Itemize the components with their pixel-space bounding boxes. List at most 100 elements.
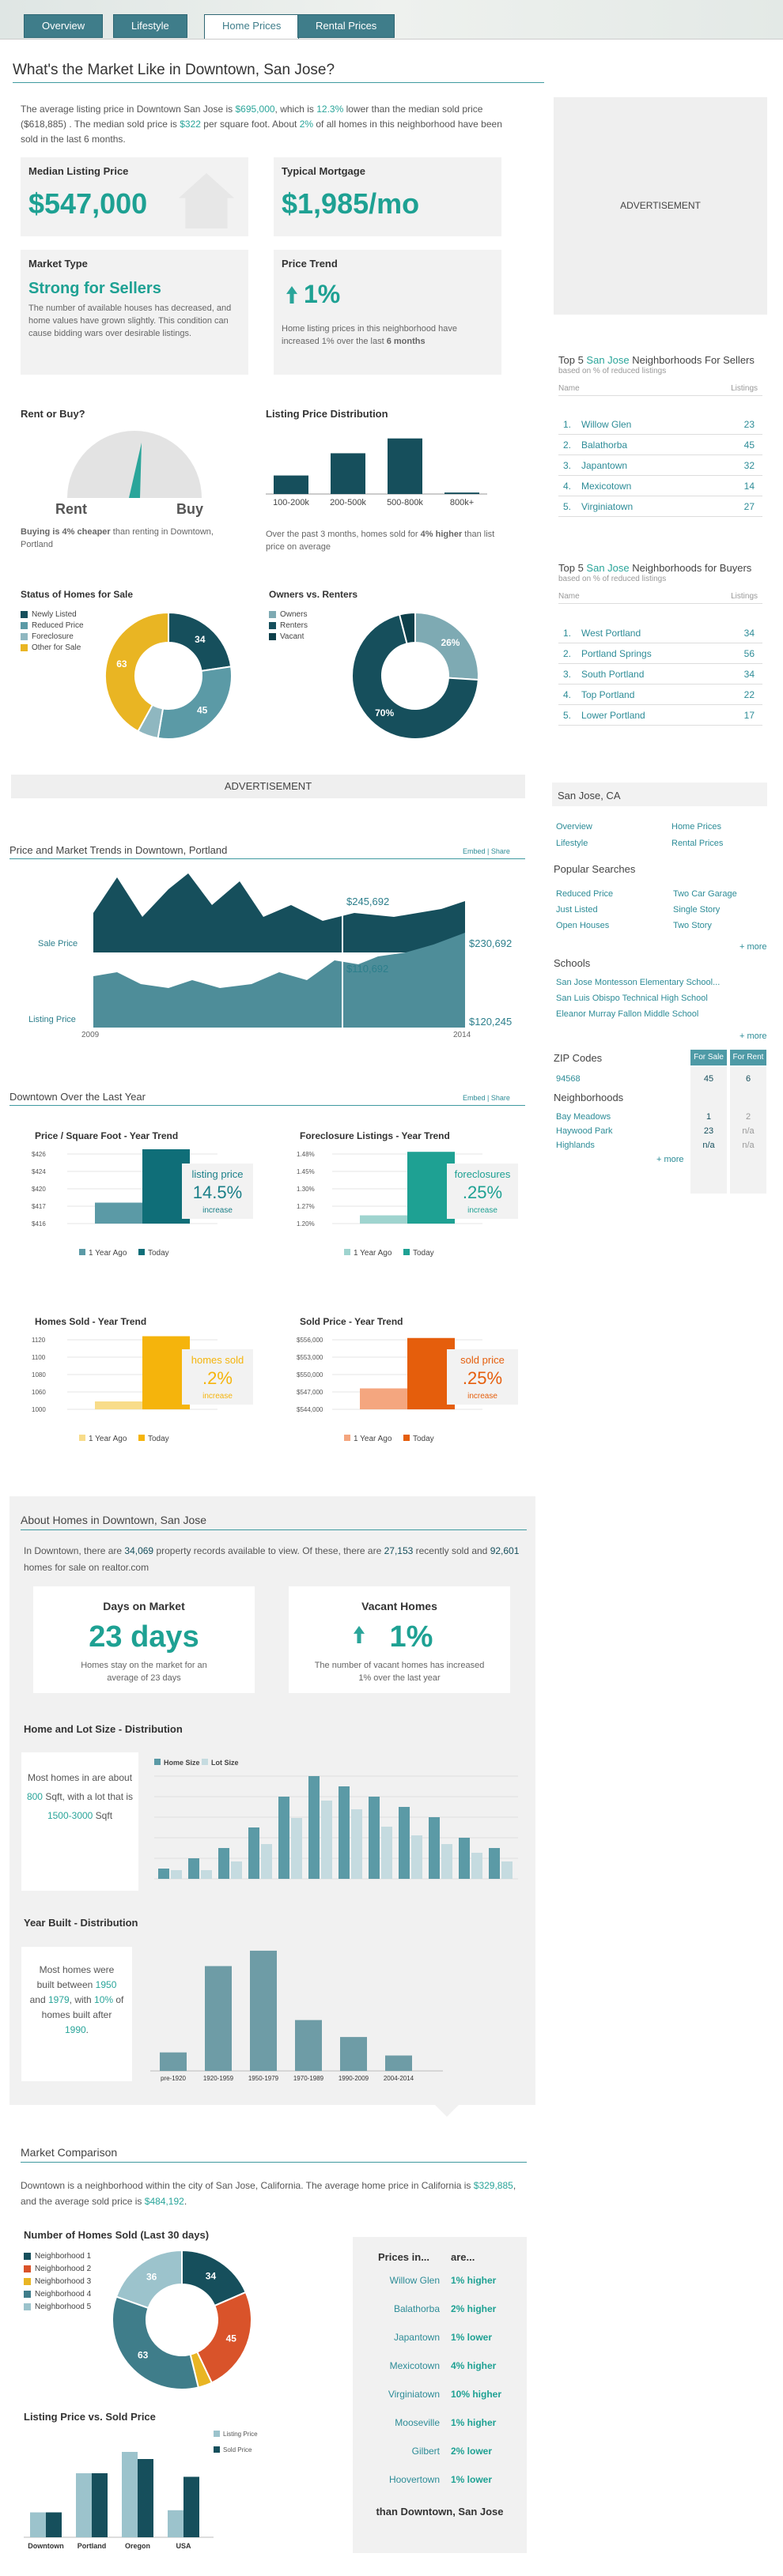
advertisement-banner[interactable]: ADVERTISEMENT xyxy=(11,775,525,798)
advertisement-right[interactable]: ADVERTISEMENT xyxy=(554,97,767,315)
year-callout-increase: increase xyxy=(467,1206,497,1215)
lpd-chart: 100-200k 200-500k 500-800k 800k+ xyxy=(266,438,487,507)
compare-name: Japantown xyxy=(393,2332,440,2343)
list-item-name[interactable]: Willow Glen xyxy=(581,419,632,430)
year-callout xyxy=(447,1164,518,1219)
list-item-name[interactable]: Japantown xyxy=(581,460,628,471)
search-single-story[interactable]: Single Story xyxy=(673,905,721,915)
tab-home-prices[interactable]: Home Prices xyxy=(204,14,300,40)
compare-name: Willow Glen xyxy=(389,2275,440,2286)
year-tick: 1.48% xyxy=(297,1151,315,1158)
search-two-car-garage[interactable]: Two Car Garage xyxy=(673,889,737,899)
about-text: In Downtown, there are 34,069 property r… xyxy=(24,1545,520,1573)
year-built-bar xyxy=(205,1966,232,2071)
lvs-bar-listing xyxy=(122,2452,138,2537)
list-item-name[interactable]: Portland Springs xyxy=(581,648,652,659)
year-tick: $547,000 xyxy=(297,1389,323,1396)
list-item-name[interactable]: West Portland xyxy=(581,628,641,639)
sidebar-city: San Jose, CA xyxy=(558,790,621,801)
list-item xyxy=(558,435,762,455)
school-item[interactable]: San Luis Obispo Technical High School xyxy=(556,994,708,1003)
homes-sold-label: 36 xyxy=(146,2272,157,2283)
schools-more-link[interactable]: + more xyxy=(740,1032,767,1041)
neighborhoods-more-link[interactable]: + more xyxy=(656,1155,684,1164)
year-built-bar xyxy=(295,2020,322,2071)
sidebar-nav-home-prices[interactable]: Home Prices xyxy=(671,822,721,832)
sidebar-nav-lifestyle[interactable]: Lifestyle xyxy=(556,839,588,848)
lvs-bar-sold xyxy=(183,2476,199,2537)
year-bar xyxy=(95,1401,142,1409)
owners-slice xyxy=(351,613,479,740)
trends-embed-share[interactable]: Embed | Share xyxy=(463,847,510,855)
prices-compare-panel xyxy=(353,2237,527,2553)
neighborhood-link[interactable]: Highlands xyxy=(556,1141,595,1150)
year-chart-title: Foreclosure Listings - Year Trend xyxy=(300,1130,450,1141)
compare-value: 1% lower xyxy=(451,2332,493,2343)
sale-price-end: $230,692 xyxy=(469,937,513,949)
year-callout-label: sold price xyxy=(460,1354,505,1366)
school-item[interactable]: San Jose Montesson Elementary School... xyxy=(556,978,721,987)
list-item-name[interactable]: Lower Portland xyxy=(581,710,645,721)
searches-more-link[interactable]: + more xyxy=(740,942,767,952)
year-callout-value: .2% xyxy=(202,1368,233,1388)
legend-item: Owners xyxy=(269,609,308,620)
year-callout xyxy=(447,1349,518,1405)
lpd-tick: 200-500k xyxy=(330,498,366,507)
list-item xyxy=(558,705,762,726)
year-tick: $417 xyxy=(32,1203,46,1210)
homes-sold-title: Number of Homes Sold (Last 30 days) xyxy=(24,2229,210,2241)
list-item-rank: 2. xyxy=(563,439,572,451)
list-item-name[interactable]: South Portland xyxy=(581,669,645,680)
lot-bar-home xyxy=(339,1786,350,1879)
search-two-story[interactable]: Two Story xyxy=(673,921,712,930)
year-callout-value: .25% xyxy=(462,1368,503,1388)
list-item-name[interactable]: Top Portland xyxy=(581,689,635,700)
trends-title: Price and Market Trends in Downtown, Por… xyxy=(9,844,228,856)
year-tick: $426 xyxy=(32,1151,46,1158)
tab-lifestyle[interactable]: Lifestyle xyxy=(113,14,187,38)
year-tick: 1.30% xyxy=(297,1186,315,1193)
tab-rental-prices[interactable]: Rental Prices xyxy=(297,14,395,38)
year-callout-label: foreclosures xyxy=(454,1168,511,1180)
about-title: About Homes in Downtown, San Jose xyxy=(21,1514,207,1526)
year-embed-share[interactable]: Embed | Share xyxy=(463,1094,510,1102)
list-item-name[interactable]: Balathorba xyxy=(581,439,628,451)
year-built-tick: pre-1920 xyxy=(161,2075,187,2082)
school-item[interactable]: Eleanor Murray Fallon Middle School xyxy=(556,1009,699,1019)
tab-overview[interactable]: Overview xyxy=(24,14,104,38)
homes-sold-label: 63 xyxy=(138,2350,149,2361)
homes-sold-slice xyxy=(112,2295,200,2390)
year-callout-increase: increase xyxy=(467,1392,497,1401)
list-item-name[interactable]: Virginiatown xyxy=(581,501,634,512)
search-reduced-price[interactable]: Reduced Price xyxy=(556,889,614,899)
year-callout xyxy=(182,1164,253,1219)
lvs-tick: Portland xyxy=(78,2542,107,2550)
list-item-rank: 3. xyxy=(563,669,572,680)
homes-sold-slice xyxy=(115,2249,183,2310)
lpd-bar xyxy=(331,453,365,494)
year-built-bar xyxy=(160,2052,187,2071)
search-open-houses[interactable]: Open Houses xyxy=(556,921,610,930)
zip-link[interactable]: 94568 xyxy=(556,1074,581,1084)
year-callout-label: listing price xyxy=(191,1168,244,1180)
lpd-desc: Over the past 3 months, homes sold for 4… xyxy=(266,530,495,552)
legend-a: 1 Year Ago xyxy=(89,1249,127,1258)
listing-price-top: $110,692 xyxy=(346,963,389,975)
neighborhood-link[interactable]: Haywood Park xyxy=(556,1126,613,1136)
legend-item: Reduced Price xyxy=(21,620,84,631)
list-item-count: 56 xyxy=(743,648,755,659)
lot-bar-lot xyxy=(381,1827,392,1879)
neighborhood-link[interactable]: Bay Meadows xyxy=(556,1112,611,1122)
sidebar-nav-rental-prices[interactable]: Rental Prices xyxy=(671,839,724,848)
intro-text: The average listing price in Downtown Sa… xyxy=(21,104,502,145)
list-item-name[interactable]: Mexicotown xyxy=(581,481,632,492)
year-built-summary-card: Most homes were built between 1950 and 1… xyxy=(21,1947,132,2081)
search-just-listed[interactable]: Just Listed xyxy=(556,905,598,915)
legend-b: Today xyxy=(413,1435,434,1443)
compare-name: Balathorba xyxy=(393,2303,440,2314)
listing-vs-sold-chart: Listing Price Sold Price Downtown Portland O… xyxy=(24,2431,258,2550)
sidebar-nav-overview[interactable]: Overview xyxy=(556,822,592,832)
compare-value: 1% higher xyxy=(451,2275,497,2286)
popular-searches-title: Popular Searches xyxy=(554,863,636,875)
legend-item: Other for Sale xyxy=(21,642,84,653)
